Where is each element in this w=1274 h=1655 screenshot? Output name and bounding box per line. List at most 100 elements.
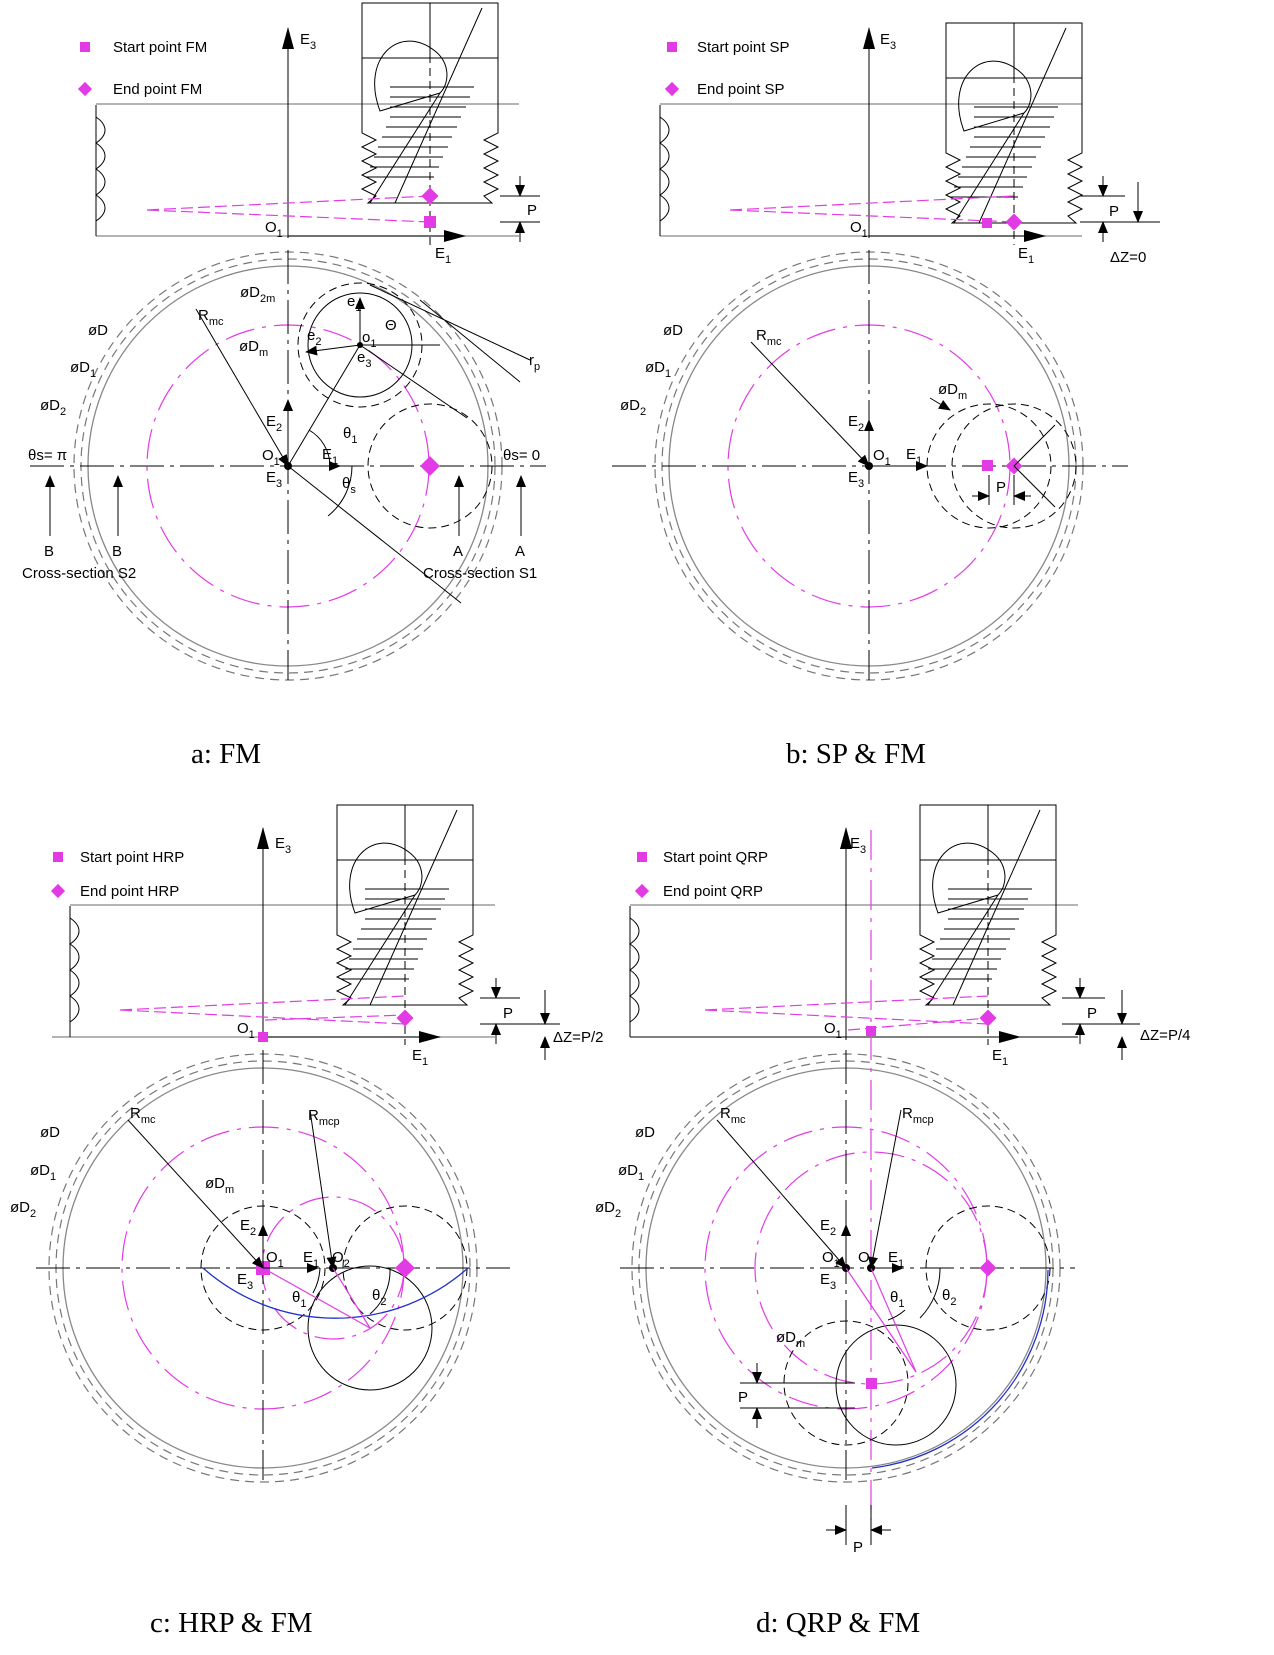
svg-text:E1: E1 [303,1249,319,1270]
svg-text:P: P [853,1539,863,1556]
pitch-label: P [527,202,537,219]
end-point-marker [77,81,93,97]
svg-text:θ1: θ1 [890,1289,904,1310]
svg-text:øD: øD [40,1124,60,1141]
svg-text:O2: O2 [858,1249,876,1270]
section-b-left: B [44,543,54,560]
legend-start-label: Start point SP [697,39,790,56]
svg-text:øD: øD [635,1124,655,1141]
section-b-right: B [112,543,122,560]
delta-z-label: ΔZ=0 [1110,249,1146,266]
svg-text:O1: O1 [873,447,891,468]
end-point-marker [664,81,680,97]
svg-text:E1: E1 [906,446,922,467]
dim-rp-label: rp [529,352,540,373]
svg-text:O1: O1 [822,1249,840,1270]
thetas-zero-label: θs= 0 [503,447,540,464]
svg-text:E1: E1 [992,1047,1008,1068]
svg-text:P: P [738,1389,748,1406]
dim-d1-label: øD1 [70,359,96,380]
section-a-right: A [515,543,525,560]
axis-e1-local: e1 [347,293,361,314]
svg-text:O2: O2 [332,1249,350,1270]
svg-text:E2: E2 [820,1217,836,1238]
svg-text:θ2: θ2 [372,1287,386,1308]
svg-text:Rmcp: Rmcp [308,1107,340,1128]
dim-d2-label: øD2 [40,397,66,418]
svg-text:E3: E3 [850,835,866,856]
dim-d-label: øD [88,322,108,339]
svg-text:Rmc: Rmc [720,1105,746,1126]
svg-text:θ1: θ1 [292,1289,306,1310]
svg-text:O1: O1 [237,1020,255,1041]
axis-e1-label: E1 [435,245,451,266]
axis-e1-top: E1 [322,446,338,467]
panel-c: Start point HRP End point HRP E3 E1 O1 P… [10,804,603,1483]
svg-text:øDm: øDm [938,381,967,402]
legend-start-label: Start point FM [113,39,207,56]
svg-text:øD2: øD2 [595,1199,621,1220]
svg-text:P: P [1087,1005,1097,1022]
axis-e2-local: e2 [307,327,321,348]
svg-text:E3: E3 [820,1271,836,1292]
svg-text:øDm: øDm [776,1329,805,1350]
axis-e2-label: E2 [266,413,282,434]
svg-text:O1: O1 [824,1020,842,1041]
svg-text:E3: E3 [275,835,291,856]
svg-text:P: P [1109,203,1119,220]
start-point-marker [53,852,63,862]
svg-text:E3: E3 [848,469,864,490]
cross-section-s1-label: Cross-section S1 [423,565,537,582]
angle-theta-label: Θ [385,317,397,334]
angle-theta1-label: θ1 [343,425,357,446]
svg-text:O1: O1 [850,219,868,240]
svg-text:E1: E1 [412,1047,428,1068]
legend-start-label: Start point QRP [663,849,768,866]
dim-rmc-label: Rmc [198,307,224,328]
section-a-left: A [453,543,463,560]
svg-text:Rmc: Rmc [130,1105,156,1126]
origin-o1-top: O1 [262,447,280,468]
legend-end-label: End point HRP [80,883,179,900]
panel-a: Start point FM End point FM E3 E1 O1 P [22,2,546,681]
legend-end-label: End point QRP [663,883,763,900]
panel-d: Start point QRP End point QRP E3 E1 O1 P… [595,804,1190,1556]
end-point-marker [50,883,66,899]
svg-text:øD1: øD1 [30,1162,56,1183]
caption-b: b: SP & FM [786,738,926,770]
svg-text:E1: E1 [888,1249,904,1270]
svg-text:øD1: øD1 [618,1162,644,1183]
origin-o1-local: o1 [362,329,376,350]
origin-o1-label: O1 [265,219,283,240]
dim-d2m-label: øD2m [240,284,275,305]
svg-text:øD2: øD2 [10,1199,36,1220]
svg-text:øD: øD [663,322,683,339]
legend-end-label: End point SP [697,81,785,98]
dim-dm-label: øDm [239,338,268,359]
start-point-marker [667,42,677,52]
legend-start-label: Start point HRP [80,849,184,866]
svg-text:øD1: øD1 [645,359,671,380]
legend-end-label: End point FM [113,81,202,98]
delta-z-label: ΔZ=P/4 [1140,1027,1190,1044]
svg-text:Rmcp: Rmcp [902,1105,934,1126]
angle-thetas-label: θs [342,475,356,496]
svg-text:E2: E2 [240,1217,256,1238]
caption-a: a: FM [191,738,262,770]
start-point-marker [80,42,90,52]
svg-text:E2: E2 [848,413,864,434]
axis-e3-local: e3 [357,349,371,370]
cross-section-s2-label: Cross-section S2 [22,565,136,582]
svg-text:E1: E1 [1018,245,1034,266]
axis-e3-label: E3 [300,31,316,52]
svg-text:øD2: øD2 [620,397,646,418]
svg-text:øDm: øDm [205,1175,234,1196]
delta-z-label: ΔZ=P/2 [553,1029,603,1046]
svg-text:O1: O1 [266,1249,284,1270]
svg-text:E3: E3 [880,31,896,52]
start-point-marker [637,852,647,862]
panel-b: Start point SP End point SP E3 E1 O1 P Δ… [612,22,1160,681]
svg-text:P: P [996,479,1006,496]
axis-e3-top: E3 [266,469,282,490]
